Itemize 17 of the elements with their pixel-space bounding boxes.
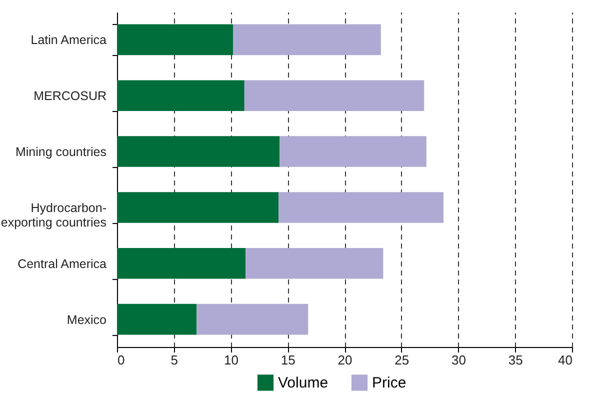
legend-label: Price [372, 374, 406, 392]
x-tick-label: 10 [224, 352, 238, 368]
x-tick-label: 25 [394, 352, 410, 368]
y-tick-label: Mexico [66, 312, 107, 327]
x-tick-label: 30 [452, 352, 466, 368]
y-tick-label: Latin America [30, 33, 107, 48]
y-tick-label: Central America [18, 256, 107, 271]
x-tick-label: 5 [170, 352, 178, 368]
x-tick-label: 0 [118, 352, 125, 368]
x-tick-label: 40 [558, 352, 572, 368]
x-tick-label: 15 [280, 352, 296, 368]
x-tick-label: 35 [508, 352, 523, 368]
x-tick-label: 20 [338, 352, 352, 368]
y-tick-label: Mining countries [15, 145, 106, 160]
y-tick-label: Hydrocarbon-exporting countries [0, 200, 106, 230]
y-tick-label: MERCOSUR [34, 89, 106, 104]
legend-label: Volume [278, 374, 328, 392]
